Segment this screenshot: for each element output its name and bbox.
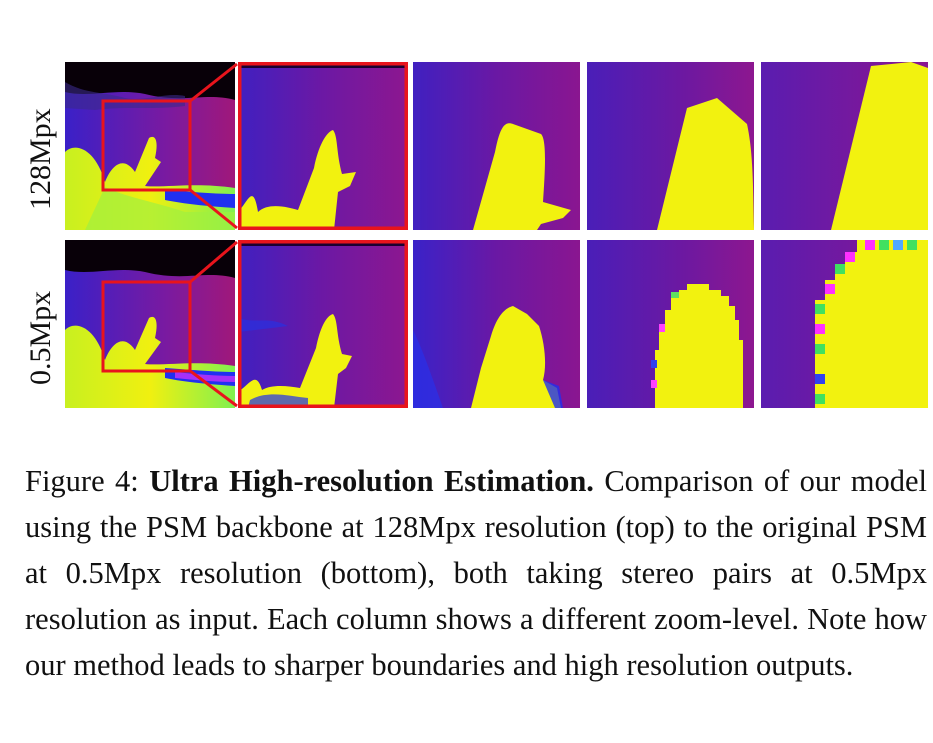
zoom-connector-r1 xyxy=(188,62,238,230)
panel-r1-zoom1 xyxy=(238,62,408,230)
row-label-05mpx: 0.5Mpx xyxy=(24,290,57,385)
panel-r1-zoom4 xyxy=(761,62,928,230)
panel-r2-zoom3 xyxy=(587,240,754,408)
panel-r2-zoom4 xyxy=(761,240,928,408)
panel-r2-zoom1 xyxy=(238,240,408,408)
caption-body: Comparison of our model using the PSM ba… xyxy=(25,464,927,682)
figure-caption: Figure 4: Ultra High-resolution Estimati… xyxy=(25,458,927,688)
panel-r1-zoom2 xyxy=(413,62,580,230)
panel-r1-overview xyxy=(65,62,235,230)
panel-r2-zoom2 xyxy=(413,240,580,408)
zoom-connector-r2 xyxy=(188,240,238,408)
caption-title: Ultra High-resolution Estimation. xyxy=(149,464,594,498)
panel-r1-zoom3 xyxy=(587,62,754,230)
row-label-128mpx: 128Mpx xyxy=(24,108,57,210)
panel-r2-overview xyxy=(65,240,235,408)
caption-prefix: Figure 4: xyxy=(25,464,150,498)
